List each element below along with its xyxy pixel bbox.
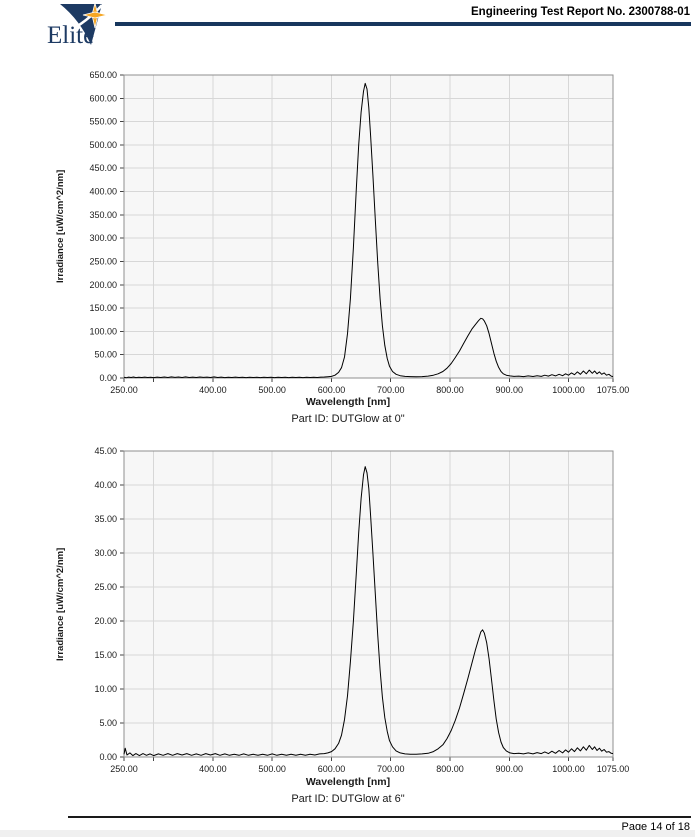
y-tick-label: 550.00 (89, 117, 117, 127)
y-tick-label: 650.00 (89, 70, 117, 80)
y-tick-label: 200.00 (89, 280, 117, 290)
y-tick-label: 50.00 (94, 350, 117, 360)
y-tick-label: 40.00 (94, 480, 117, 490)
chart-caption: Part ID: DUTGlow at 6" (291, 793, 405, 805)
x-tick-label: 400.00 (199, 764, 227, 772)
x-tick-label: 800.00 (436, 764, 464, 772)
y-tick-label: 100.00 (89, 326, 117, 336)
y-tick-label: 250.00 (89, 256, 117, 266)
header-rule (115, 22, 691, 26)
x-tick-label: 250.00 (110, 764, 138, 772)
x-tick-label: 900.00 (496, 385, 524, 395)
y-tick-label: 45.00 (94, 446, 117, 456)
chart-caption: Part ID: DUTGlow at 0" (291, 413, 405, 425)
y-tick-label: 30.00 (94, 548, 117, 558)
x-tick-label: 900.00 (496, 764, 524, 772)
y-tick-label: 300.00 (89, 233, 117, 243)
plot-border (123, 450, 614, 758)
y-tick-label: 5.00 (99, 718, 117, 728)
y-tick-label: 500.00 (89, 140, 117, 150)
x-tick-label: 700.00 (377, 385, 405, 395)
elite-logo: Elite (46, 2, 116, 52)
y-tick-label: 10.00 (94, 684, 117, 694)
x-tick-label: 1000.00 (552, 764, 585, 772)
spectrum-curve (123, 466, 614, 757)
x-tick-label: 500.00 (258, 764, 286, 772)
x-tick-label: 250.00 (110, 385, 138, 395)
y-tick-label: 35.00 (94, 514, 117, 524)
x-axis-title: Wavelength [nm] (305, 396, 391, 408)
plot-area (124, 75, 613, 378)
x-tick-label: 1000.00 (552, 385, 585, 395)
y-tick-label: 25.00 (94, 582, 117, 592)
x-tick-label: 1075.00 (597, 764, 630, 772)
irradiance-chart-0in: 0.00 50.00 100.00 150.00 200.00 250.00 300.00 3… (50, 63, 640, 435)
y-axis-title: Irradiance [uW/cm^2/nm] (55, 547, 66, 661)
y-tick-label: 350.00 (89, 210, 117, 220)
report-title: Engineering Test Report No. 2300788-01 (471, 6, 690, 18)
spectral-plot-6in: 0.00 5.00 10.00 15.00 20.00 25.00 30.00 35.00 40… (94, 446, 630, 772)
y-axis-title: Irradiance [uW/cm^2/nm] (55, 169, 66, 284)
star-icon (82, 11, 108, 19)
elite-logo-text: Elite (47, 22, 95, 49)
elite-logo-mark (60, 3, 108, 45)
y-tick-label: 450.00 (89, 163, 117, 173)
y-tick-label: 15.00 (94, 650, 117, 660)
y-tick-label: 0.00 (99, 752, 117, 762)
x-axis-title: Wavelength [nm] (305, 776, 391, 788)
y-tick-label: 600.00 (89, 93, 117, 103)
logo-swoosh (65, 4, 103, 35)
x-tick-label: 500.00 (258, 385, 286, 395)
page-bottom-edge (0, 830, 695, 837)
y-tick-label: 400.00 (89, 187, 117, 197)
x-tick-label: 600.00 (318, 385, 346, 395)
y-tick-label: 150.00 (89, 303, 117, 313)
x-tick-label: 400.00 (199, 385, 227, 395)
footer-rule (68, 816, 691, 818)
x-tick-label: 1075.00 (597, 385, 630, 395)
x-tick-label: 600.00 (318, 764, 346, 772)
x-tick-label: 800.00 (436, 385, 464, 395)
y-tick-label: 0.00 (99, 373, 117, 383)
spectral-plot-0in: 0.00 50.00 100.00 150.00 200.00 250.00 300.00 3… (89, 70, 630, 395)
irradiance-chart-6in: 0.00 5.00 10.00 15.00 20.00 25.00 30.00 35.00 40… (50, 440, 640, 812)
y-tick-label: 20.00 (94, 616, 117, 626)
spectrum-curve (123, 82, 614, 379)
plot-area (124, 451, 613, 757)
plot-border (123, 74, 614, 379)
x-tick-label: 700.00 (377, 764, 405, 772)
